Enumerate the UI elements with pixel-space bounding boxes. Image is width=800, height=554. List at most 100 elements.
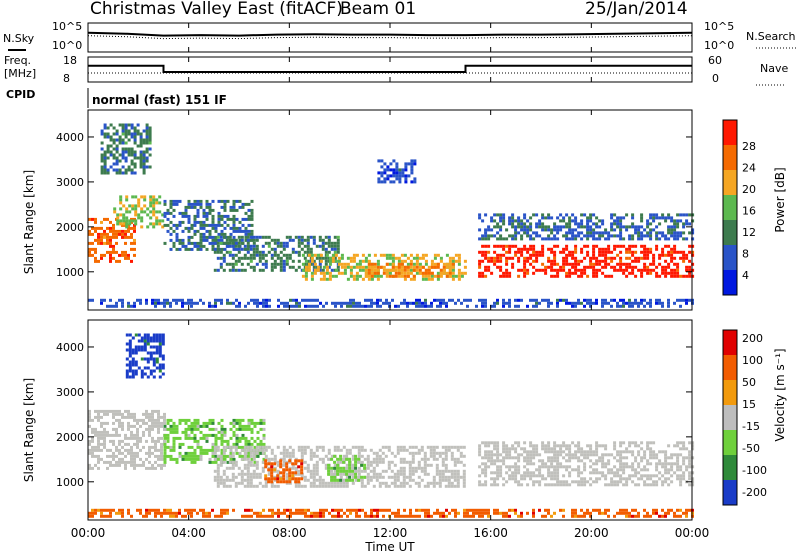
data-cell-3 <box>250 232 254 236</box>
data-cell-8 <box>670 256 674 260</box>
data-cell-6 <box>568 444 572 448</box>
data-cell-3 <box>411 445 415 449</box>
data-cell-6 <box>505 447 509 451</box>
data-cell-7 <box>616 234 620 238</box>
data-cell-3 <box>220 199 224 203</box>
data-cell-8 <box>550 268 554 272</box>
data-cell-3 <box>261 448 265 452</box>
data-cell-4 <box>288 474 292 478</box>
data-cell-3 <box>408 478 412 482</box>
data-cell-2 <box>214 427 218 431</box>
data-cell-6 <box>634 459 638 463</box>
data-cell-6 <box>448 262 452 266</box>
data-cell-7 <box>538 222 542 226</box>
data-cell-5 <box>409 253 413 257</box>
data-cell-7 <box>628 234 632 238</box>
data-cell-10 <box>565 298 568 302</box>
data-cell-1 <box>137 201 141 205</box>
data-cell-10 <box>493 301 496 305</box>
data-cell-2 <box>100 132 104 136</box>
data-cell-6 <box>604 474 608 478</box>
data-cell-3 <box>187 229 191 233</box>
data-cell-7 <box>547 508 550 512</box>
data-cell-3 <box>190 202 194 206</box>
data-cell-6 <box>589 447 593 451</box>
data-cell-0 <box>124 448 127 452</box>
data-cell-3 <box>300 451 304 455</box>
data-cell-6 <box>574 450 578 454</box>
data-cell-7 <box>433 511 436 515</box>
data-cell-1 <box>161 342 165 346</box>
data-cell-6 <box>559 480 563 484</box>
data-cell-7 <box>487 228 491 232</box>
data-cell-3 <box>450 457 454 461</box>
data-cell-4 <box>330 244 334 248</box>
data-cell-8 <box>556 262 560 266</box>
data-cell-3 <box>300 448 304 452</box>
data-cell-8 <box>499 253 503 257</box>
data-cell-3 <box>202 232 206 236</box>
data-cell-10 <box>256 298 259 302</box>
data-cell-2 <box>127 153 131 157</box>
data-cell-6 <box>514 441 518 445</box>
data-cell-3 <box>309 481 313 485</box>
data-cell-8 <box>610 265 614 269</box>
data-cell-7 <box>571 508 574 512</box>
data-cell-5 <box>412 265 416 269</box>
data-cell-8 <box>487 268 491 272</box>
data-cell-1 <box>161 339 165 343</box>
data-cell-6 <box>640 447 644 451</box>
data-cell-7 <box>514 511 517 515</box>
data-cell-8 <box>613 244 617 248</box>
data-cell-7 <box>166 511 169 515</box>
data-cell-7 <box>649 237 653 241</box>
data-cell-4 <box>255 250 259 254</box>
data-cell-7 <box>679 219 683 223</box>
data-cell-3 <box>216 466 220 470</box>
data-cell-6 <box>430 265 434 269</box>
data-cell-7 <box>100 508 103 512</box>
data-cell-6 <box>517 480 521 484</box>
data-cell-0 <box>160 457 163 461</box>
data-cell-6 <box>691 471 695 475</box>
data-cell-4 <box>213 241 217 245</box>
data-cell-2 <box>112 156 116 160</box>
data-cell-4 <box>279 250 283 254</box>
data-cell-3 <box>220 214 224 218</box>
data-cell-6 <box>637 465 641 469</box>
data-cell-3 <box>205 214 209 218</box>
data-cell-6 <box>481 483 485 487</box>
data-cell-7 <box>520 234 524 238</box>
data-cell-3 <box>315 448 319 452</box>
data-cell-10 <box>622 301 625 305</box>
data-cell-0 <box>103 430 106 434</box>
data-cell-7 <box>505 237 509 241</box>
data-cell-0 <box>118 424 121 428</box>
data-cell-3 <box>381 451 385 455</box>
data-cell-7 <box>442 511 445 515</box>
data-cell-3 <box>357 466 361 470</box>
data-cell-2 <box>145 138 149 142</box>
data-cell-6 <box>499 468 503 472</box>
data-cell-7 <box>289 514 292 518</box>
data-cell-6 <box>538 480 542 484</box>
data-cell-10 <box>133 301 136 305</box>
data-cell-4 <box>213 250 217 254</box>
data-cell-7 <box>625 228 629 232</box>
data-cell-7 <box>685 237 689 241</box>
data-cell-6 <box>409 262 413 266</box>
data-cell-7 <box>586 511 589 515</box>
data-cell-10 <box>508 301 511 305</box>
data-cell-0 <box>88 424 91 428</box>
data-cell-5 <box>333 478 337 482</box>
data-cell-2 <box>130 147 134 151</box>
data-cell-2 <box>127 168 131 172</box>
data-cell-8 <box>682 256 686 260</box>
data-cell-6 <box>619 474 623 478</box>
data-cell-6 <box>436 262 440 266</box>
data-cell-4 <box>246 238 250 242</box>
data-cell-2 <box>220 442 224 446</box>
data-cell-3 <box>462 469 466 473</box>
data-cell-7 <box>586 216 590 220</box>
noise-left-tick-bottom: 10^0 <box>52 39 82 52</box>
